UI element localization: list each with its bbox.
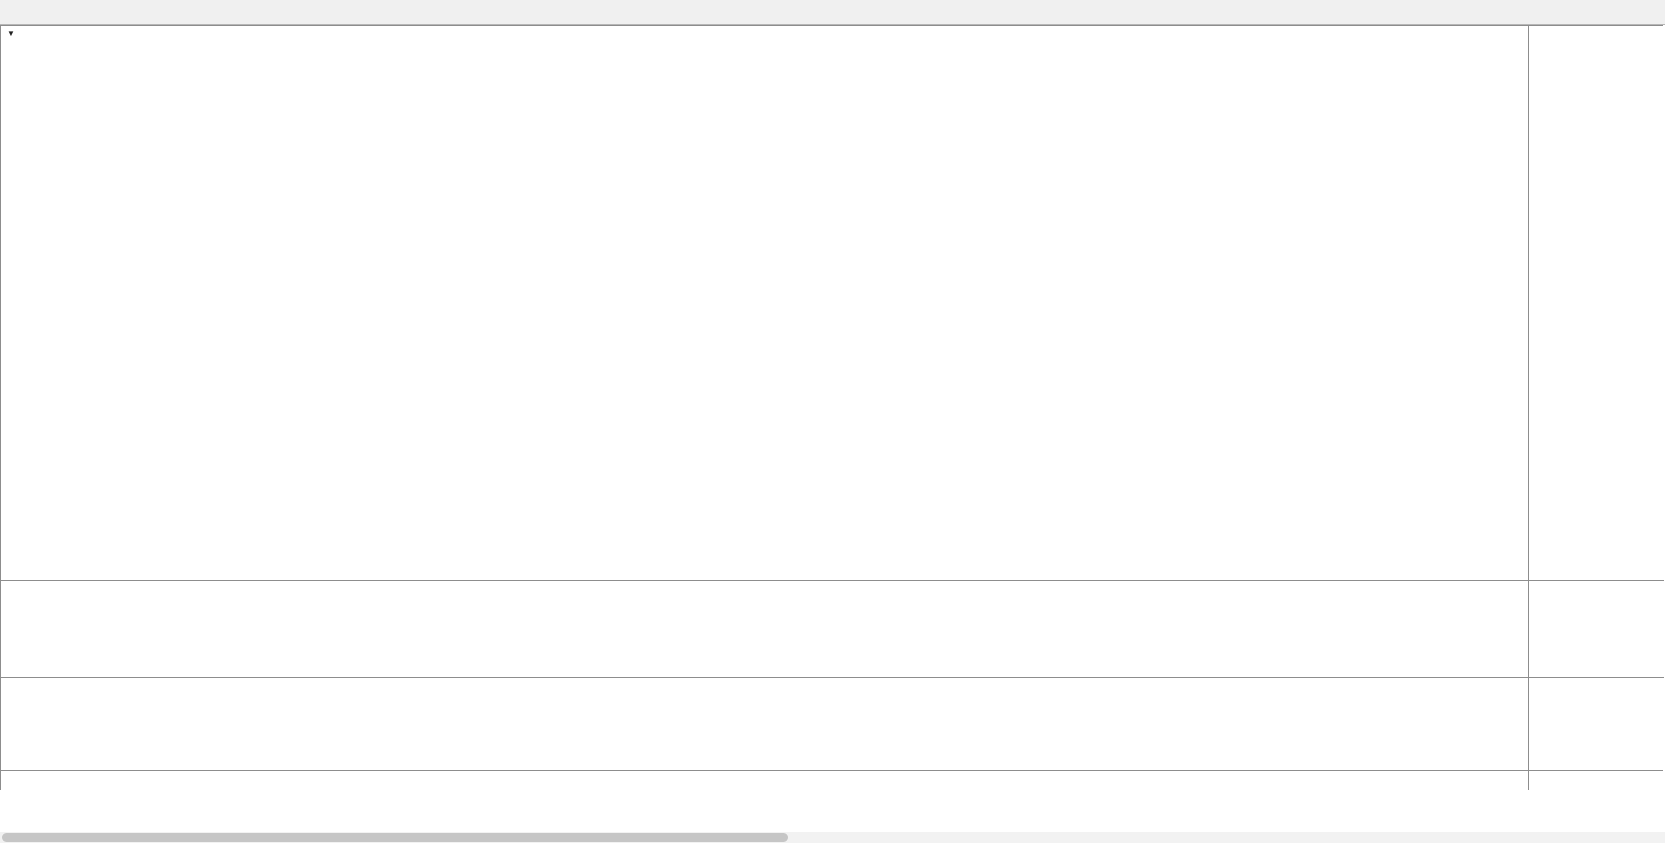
macd-panel-canvas[interactable] xyxy=(1,580,1664,677)
horizontal-scrollbar xyxy=(0,832,1665,843)
scrollbar-thumb[interactable] xyxy=(2,833,788,842)
rsi-panel-canvas[interactable] xyxy=(1,677,1664,770)
price-axis-separator xyxy=(1528,26,1529,790)
time-axis[interactable] xyxy=(1,770,1663,790)
chart-dropdown-icon[interactable]: ▼ xyxy=(7,29,15,38)
main-chart-canvas[interactable] xyxy=(1,26,1664,580)
toolbar xyxy=(0,0,1665,25)
chart-title: ▼ xyxy=(7,29,27,38)
